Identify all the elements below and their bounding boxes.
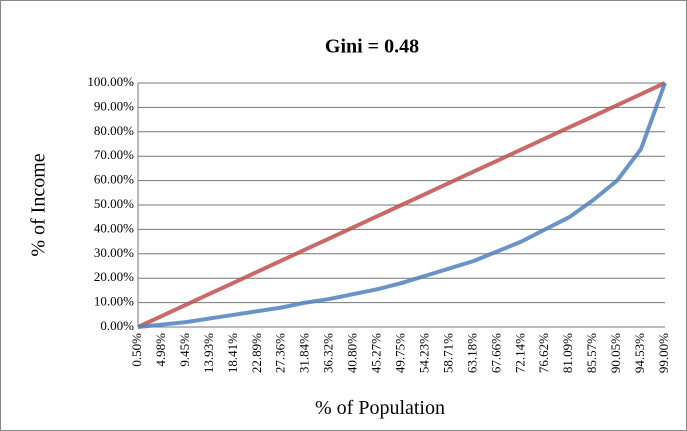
x-tick-label: 72.14% bbox=[512, 333, 527, 373]
x-tick-label: 0.50% bbox=[129, 333, 144, 367]
y-tick-label: 40.00% bbox=[94, 220, 134, 235]
y-tick-label: 80.00% bbox=[94, 123, 134, 138]
x-tick-label: 58.71% bbox=[440, 333, 455, 373]
x-tick-label: 13.93% bbox=[201, 333, 216, 373]
x-tick-label: 94.53% bbox=[632, 333, 647, 373]
y-tick-label: 90.00% bbox=[94, 98, 134, 113]
x-tick-label: 76.62% bbox=[536, 333, 551, 373]
y-tick-label: 0.00% bbox=[100, 318, 134, 333]
x-tick-label: 31.84% bbox=[297, 333, 312, 373]
y-tick-label: 70.00% bbox=[94, 147, 134, 162]
y-tick-label: 10.00% bbox=[94, 294, 134, 309]
x-tick-label: 27.36% bbox=[273, 333, 288, 373]
x-tick-label: 45.27% bbox=[369, 333, 384, 373]
x-tick-label: 99.00% bbox=[656, 333, 671, 373]
x-tick-label: 36.32% bbox=[321, 333, 336, 373]
chart: Gini = 0.48 % of Population % of Income … bbox=[0, 0, 687, 431]
x-tick-label: 4.98% bbox=[153, 333, 168, 367]
x-tick-label: 90.05% bbox=[608, 333, 623, 373]
y-axis-title: % of Income bbox=[28, 153, 50, 256]
chart-title: Gini = 0.48 bbox=[325, 36, 419, 58]
x-tick-label: 63.18% bbox=[464, 333, 479, 373]
x-tick-label: 67.66% bbox=[488, 333, 503, 373]
x-tick-label: 22.89% bbox=[249, 333, 264, 373]
x-tick-label: 49.75% bbox=[392, 333, 407, 373]
x-axis-title: % of Population bbox=[315, 397, 445, 419]
x-tick-label: 18.41% bbox=[225, 333, 240, 373]
x-tick-label: 81.09% bbox=[560, 333, 575, 373]
y-tick-label: 20.00% bbox=[94, 269, 134, 284]
x-tick-label: 85.57% bbox=[584, 333, 599, 373]
y-tick-label: 100.00% bbox=[87, 74, 134, 89]
x-tick-label: 40.80% bbox=[345, 333, 360, 373]
x-tick-label: 9.45% bbox=[177, 333, 192, 367]
y-tick-label: 50.00% bbox=[94, 196, 134, 211]
x-tick-label: 54.23% bbox=[416, 333, 431, 373]
y-tick-label: 30.00% bbox=[94, 245, 134, 260]
y-tick-label: 60.00% bbox=[94, 172, 134, 187]
